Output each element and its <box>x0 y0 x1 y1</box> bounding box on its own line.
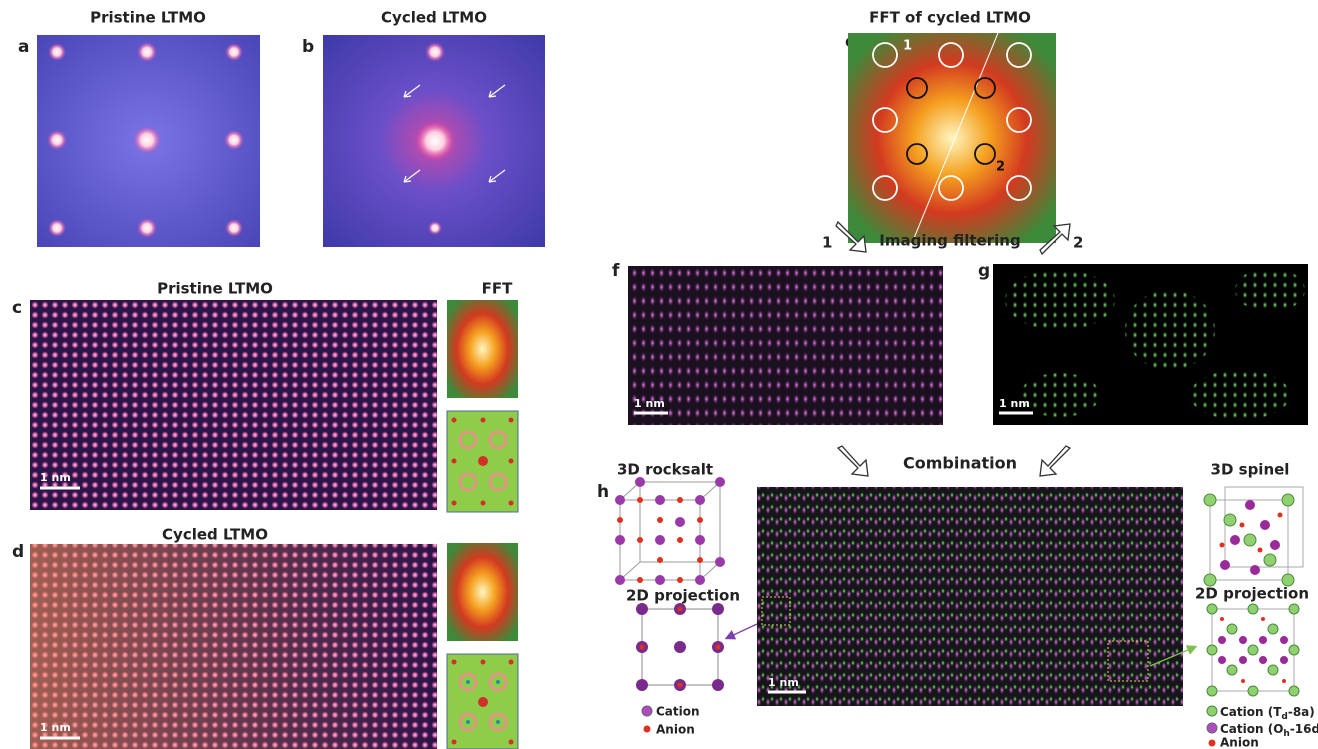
legend-text: Cation (T <box>1220 705 1282 719</box>
stem-image <box>30 300 437 510</box>
hollow-arrow <box>836 445 869 477</box>
green-domains <box>1005 268 1305 420</box>
schematic-spots <box>451 417 514 506</box>
scale-bar-label: 1 nm <box>999 397 1030 410</box>
hollow-arrow <box>1039 445 1072 477</box>
legend-text: -16d) <box>1290 722 1318 736</box>
arrow-label: 2 <box>1073 234 1083 252</box>
schematic-rings <box>458 672 508 732</box>
combined-image <box>757 487 1183 706</box>
fft-image <box>447 300 518 398</box>
structure-title: 3D spinel <box>1211 461 1290 479</box>
legend-label: Cation <box>656 705 700 719</box>
schematic-rings <box>458 430 508 492</box>
panel-title: Cycled LTMO <box>162 526 268 544</box>
hollow-arrow <box>835 220 867 253</box>
panel-letter: g <box>978 261 990 281</box>
legend-swatch <box>1208 739 1216 747</box>
combination-label: Combination <box>903 454 1017 473</box>
legend-text: Cation (O <box>1220 722 1283 736</box>
legend-subscript: h <box>1283 729 1289 739</box>
rocksalt-atoms <box>615 477 725 585</box>
scale-bar-label: 1 nm <box>768 676 799 689</box>
white-circles <box>872 42 1032 201</box>
schematic-spots <box>451 659 514 745</box>
legend-swatch <box>1206 705 1218 717</box>
pointer-arrow <box>1149 645 1198 667</box>
legend-subscript: d <box>1281 712 1287 722</box>
diffraction-spots <box>403 42 506 235</box>
legend-label: Cation (Oh-16d) <box>1220 722 1318 739</box>
legend-text: -8a) <box>1288 705 1315 719</box>
pointer-arrow <box>724 623 758 640</box>
projection-atoms <box>1206 603 1300 697</box>
scale-bar-label: 1 nm <box>634 397 665 410</box>
legend-label: Cation (Td-8a) <box>1220 705 1315 722</box>
panel-title: Cycled LTMO <box>381 9 487 27</box>
spot-label: 2 <box>996 160 1005 175</box>
projection-atoms <box>636 603 724 691</box>
filter-label: Imaging filtering <box>879 232 1020 250</box>
legend-label: Anion <box>656 723 695 737</box>
legend-label: Anion <box>1220 736 1259 749</box>
panel-title: Pristine LTMO <box>157 280 273 298</box>
arrow-label: 1 <box>822 234 832 252</box>
spinel-cube <box>1209 486 1304 581</box>
fft-line <box>911 32 999 244</box>
spinel-atoms <box>1203 493 1295 587</box>
scale-bar-label: 1 nm <box>40 721 71 734</box>
region-box <box>761 596 791 626</box>
panel-letter: a <box>18 37 29 57</box>
region-box <box>1107 640 1149 682</box>
panel-letter: c <box>12 298 22 318</box>
panel-letter: d <box>12 542 24 562</box>
projection-title: 2D projection <box>626 587 740 605</box>
panel-title: FFT of cycled LTMO <box>869 9 1031 27</box>
panel-letter: h <box>597 482 609 502</box>
projection-title: 2D projection <box>1195 585 1309 603</box>
stem-overlay <box>30 544 437 749</box>
structure-title: 3D rocksalt <box>617 461 713 479</box>
filtered-image <box>628 266 943 425</box>
fft-title: FFT <box>482 280 513 298</box>
rocksalt-cube <box>619 481 721 581</box>
diffraction-spots <box>47 42 244 238</box>
hollow-arrow <box>1039 223 1071 256</box>
panel-letter: f <box>612 261 620 281</box>
legend-swatch <box>1206 722 1218 734</box>
black-circles <box>906 77 996 165</box>
legend-swatch <box>643 725 651 733</box>
panel-letter: b <box>302 37 314 57</box>
scale-bar-label: 1 nm <box>40 471 71 484</box>
panel-title: Pristine LTMO <box>90 9 206 27</box>
fft-image <box>848 33 1056 243</box>
fft-image <box>447 543 518 641</box>
spot-label: 1 <box>903 39 912 54</box>
legend-swatch <box>641 705 653 717</box>
